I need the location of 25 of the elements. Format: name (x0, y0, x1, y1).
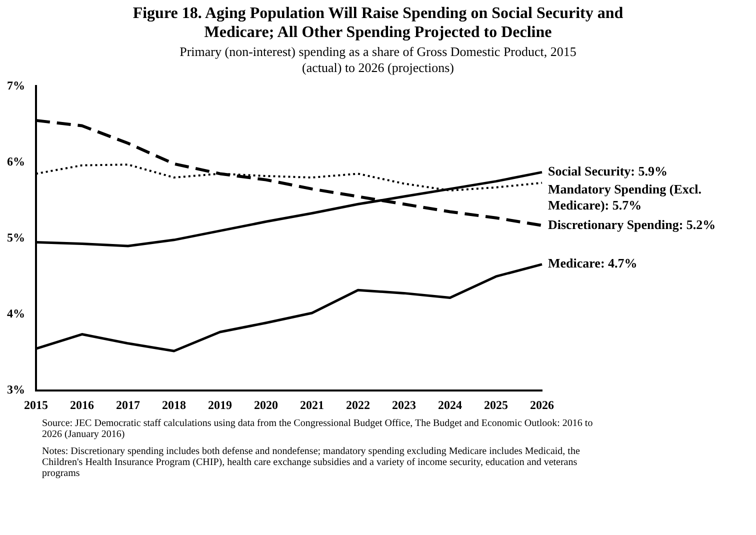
y-tick-label: 3% (7, 382, 25, 397)
y-tick-label: 4% (7, 306, 25, 321)
x-tick-label: 2020 (254, 398, 278, 412)
x-tick-label: 2016 (70, 398, 94, 412)
chart-subtitle: Primary (non-interest) spending as a share of Gross Domestic Product, 2015 (actual) to 2026 (projections) (178, 44, 578, 76)
x-tick-label: 2025 (484, 398, 508, 412)
y-tick-label: 7% (7, 78, 25, 92)
x-tick-label: 2022 (346, 398, 370, 412)
text: Notes: Discretionary spending includes both defense and nondefense; mandatory spending excluding Medicare includes Medicaid, the Children's Health Insurance Program (CHIP), health care exchange subsidies and a variety of income security, education and veterans programs (42, 446, 581, 479)
y-tick-label: 6% (7, 154, 25, 168)
source-note: Source: JEC Democratic staff calculations using data from the Congressional Budget Office, The Budget and Economic Outlook: 2016 to 2026 (January 2016) (42, 418, 594, 440)
x-tick-label: 2026 (530, 398, 554, 412)
series-label: Discretionary Spending: 5.2% (548, 216, 716, 232)
x-tick-label: 2023 (392, 398, 416, 412)
x-tick-label: 2015 (24, 398, 48, 412)
series-label: Medicare: 4.7% (548, 256, 638, 271)
chart-title: Figure 18. Aging Population Will Raise Spending on Social Security and Medicare; All Other Spending Projected to Decline (132, 4, 624, 42)
x-tick-label: 2024 (438, 398, 462, 412)
series-label: Mandatory Spending (Excl. Medicare): 5.7% (548, 182, 702, 213)
x-tick-label: 2017 (116, 398, 140, 412)
y-tick-label: 5% (7, 230, 25, 244)
x-tick-label: 2018 (162, 398, 186, 412)
series-label: Social Security: 5.9% (548, 164, 668, 179)
x-tick-label: 2021 (300, 398, 324, 412)
x-tick-label: 2019 (208, 398, 232, 412)
